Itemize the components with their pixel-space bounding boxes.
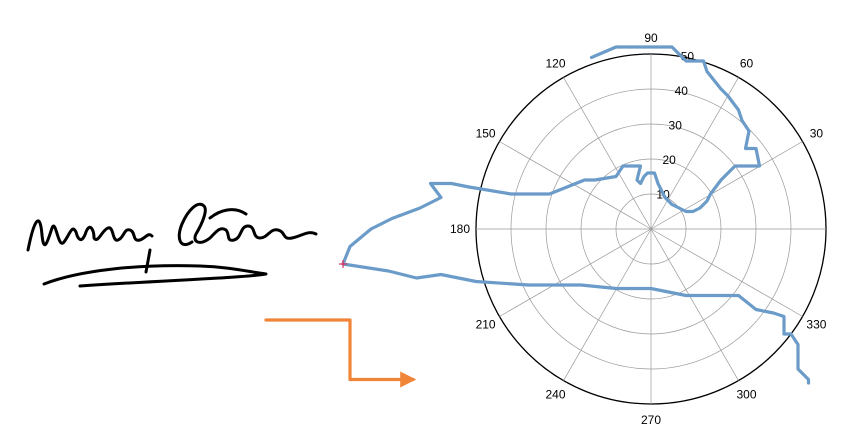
angle-tick-labels: 30 60 90 120 150 180 210 240 270 300 330 xyxy=(450,31,827,427)
angle-tick-label: 270 xyxy=(641,413,661,427)
angle-tick-label: 150 xyxy=(476,127,496,141)
angle-tick-label: 210 xyxy=(476,318,496,332)
angle-tick-label: 240 xyxy=(545,387,565,401)
angle-spoke xyxy=(650,141,803,230)
signature-image xyxy=(26,202,318,288)
angle-tick-label: 330 xyxy=(806,318,826,332)
start-marker xyxy=(339,260,347,268)
angle-spoke xyxy=(563,77,652,230)
angular-grid xyxy=(476,54,826,404)
angle-spoke xyxy=(650,228,803,317)
series-endpoint_segment xyxy=(264,318,417,388)
series-trajectory xyxy=(341,45,811,385)
series-layer xyxy=(264,45,811,388)
angle-tick-label: 60 xyxy=(740,57,754,71)
angle-tick-label: 300 xyxy=(736,387,756,401)
angle-tick-label: 120 xyxy=(545,57,565,71)
angle-tick-label: 180 xyxy=(450,222,470,236)
angle-spoke xyxy=(650,228,739,381)
angle-spoke xyxy=(650,77,739,230)
angle-spoke xyxy=(499,228,652,317)
angle-tick-label: 90 xyxy=(644,31,658,45)
radial-tick-label: 20 xyxy=(662,153,676,167)
radial-tick-label: 30 xyxy=(669,119,683,133)
radial-tick-label: 40 xyxy=(675,84,689,98)
angle-tick-label: 30 xyxy=(810,127,824,141)
angle-spoke xyxy=(563,228,652,381)
